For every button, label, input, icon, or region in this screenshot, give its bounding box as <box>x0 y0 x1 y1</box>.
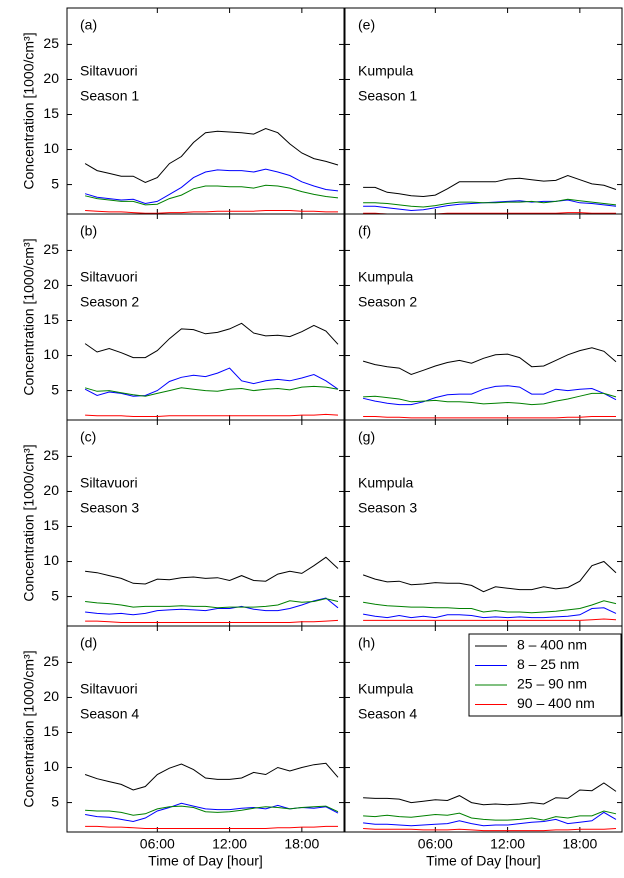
y-axis-label: Concentration [1000/cm³] <box>21 32 37 189</box>
plot-frame <box>66 419 345 627</box>
plot-frame <box>66 213 345 421</box>
y-tick-label: 5 <box>51 587 59 603</box>
y-tick-label: 25 <box>43 447 59 463</box>
data-line <box>363 618 617 621</box>
location-label: Kumpula <box>358 681 413 697</box>
plot-frame <box>344 625 623 833</box>
y-tick-label: 10 <box>43 758 59 774</box>
panel-label: (f) <box>358 223 371 239</box>
x-tick-label: 06:00 <box>140 836 175 852</box>
data-line <box>363 198 617 208</box>
y-tick-label: 25 <box>43 653 59 669</box>
data-line <box>85 210 338 214</box>
data-line <box>363 782 617 806</box>
data-line <box>85 556 339 585</box>
legend-box <box>468 633 622 717</box>
legend-label: 8 – 400 nm <box>517 637 587 653</box>
x-tick-label: 18:00 <box>284 836 319 852</box>
y-axis-label: Concentration [1000/cm³] <box>21 238 37 395</box>
y-tick-label: 20 <box>43 482 59 498</box>
x-tick-label: 12:00 <box>490 836 525 852</box>
panel-label: (g) <box>358 429 375 445</box>
panel-label: (d) <box>80 635 97 651</box>
data-line <box>362 385 617 406</box>
data-line <box>363 828 617 832</box>
y-tick-label: 15 <box>43 105 59 121</box>
y-tick-label: 20 <box>43 70 59 86</box>
y-tick-label: 20 <box>43 276 59 292</box>
season-label: Season 4 <box>358 706 417 722</box>
panel-label: (a) <box>80 17 97 33</box>
location-label: Siltavuori <box>80 475 138 491</box>
location-label: Siltavuori <box>80 63 138 79</box>
data-line <box>363 811 617 827</box>
season-label: Season 2 <box>80 294 139 310</box>
plot-frame <box>344 7 623 215</box>
y-tick-label: 5 <box>51 793 59 809</box>
panel-label: (e) <box>358 17 375 33</box>
y-axis-label: Concentration [1000/cm³] <box>21 444 37 601</box>
data-line <box>85 597 339 616</box>
data-line <box>363 174 617 198</box>
data-line <box>84 322 339 359</box>
data-line <box>362 560 617 593</box>
data-line <box>85 825 338 829</box>
panel-label: (h) <box>358 635 375 651</box>
data-line <box>363 416 616 419</box>
data-line <box>84 168 339 205</box>
location-label: Kumpula <box>358 269 413 285</box>
data-line <box>85 619 339 623</box>
y-axis-label: Concentration [1000/cm³] <box>21 650 37 807</box>
y-tick-label: 15 <box>43 517 59 533</box>
x-tick-label: 12:00 <box>212 836 247 852</box>
y-tick-label: 5 <box>51 175 59 191</box>
data-line <box>363 600 617 614</box>
plot-frame <box>66 7 345 215</box>
legend-label: 90 – 400 nm <box>517 695 595 711</box>
data-line <box>85 805 339 816</box>
panel-label: (c) <box>80 429 96 445</box>
legend-label: 8 – 25 nm <box>517 656 579 672</box>
legend-label: 25 – 90 nm <box>517 676 587 692</box>
season-label: Season 2 <box>358 294 417 310</box>
season-label: Season 1 <box>358 88 417 104</box>
y-tick-label: 25 <box>43 35 59 51</box>
y-tick-label: 10 <box>43 552 59 568</box>
y-tick-label: 15 <box>43 311 59 327</box>
location-label: Siltavuori <box>80 681 138 697</box>
y-tick-label: 25 <box>43 241 59 257</box>
x-tick-label: 06:00 <box>418 836 453 852</box>
location-label: Siltavuori <box>80 269 138 285</box>
data-line <box>363 607 617 619</box>
location-label: Kumpula <box>358 63 413 79</box>
plot-frame <box>344 419 623 627</box>
data-line <box>85 413 339 417</box>
x-tick-label: 18:00 <box>562 836 597 852</box>
data-line <box>85 598 339 609</box>
panel-label: (b) <box>80 223 97 239</box>
season-label: Season 3 <box>80 500 139 516</box>
data-line <box>362 347 617 376</box>
data-line <box>84 184 339 206</box>
data-line <box>84 367 339 397</box>
y-tick-label: 10 <box>43 140 59 156</box>
x-axis-label: Time of Day [hour] <box>148 853 263 869</box>
data-line <box>84 385 339 397</box>
location-label: Kumpula <box>358 475 413 491</box>
data-line <box>84 762 339 791</box>
data-line <box>84 127 339 184</box>
y-tick-label: 10 <box>43 346 59 362</box>
data-line <box>363 392 617 406</box>
season-label: Season 4 <box>80 706 139 722</box>
plot-frame <box>66 625 345 833</box>
season-label: Season 3 <box>358 500 417 516</box>
y-tick-label: 15 <box>43 723 59 739</box>
season-label: Season 1 <box>80 88 139 104</box>
x-axis-label: Time of Day [hour] <box>426 853 541 869</box>
y-tick-label: 5 <box>51 381 59 397</box>
data-line <box>363 810 617 821</box>
y-tick-label: 20 <box>43 688 59 704</box>
